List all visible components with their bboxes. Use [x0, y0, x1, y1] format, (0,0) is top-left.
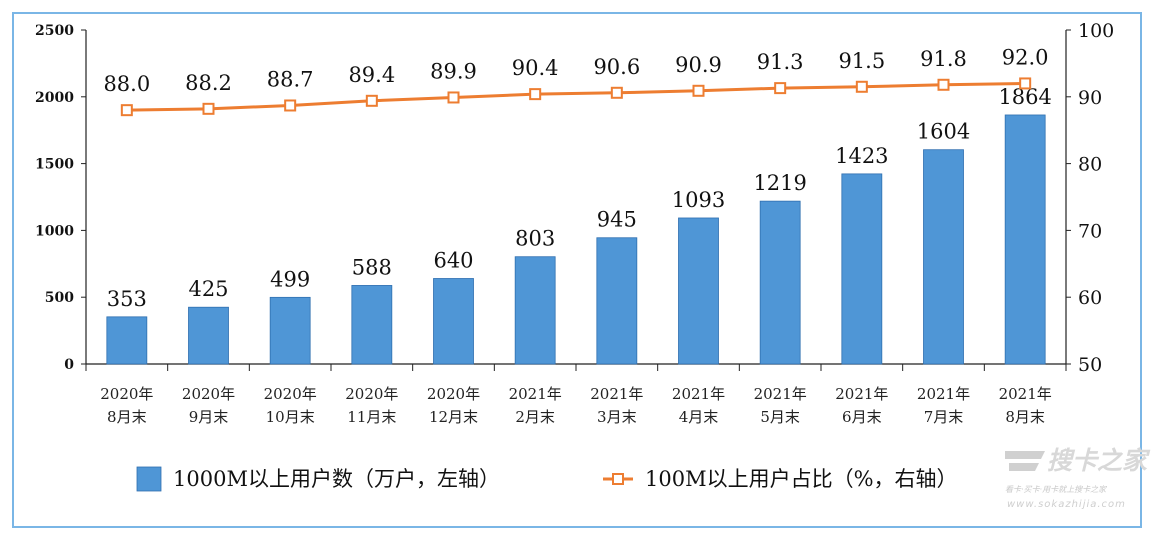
line-data-label: 88.0 [103, 72, 150, 96]
watermark: 搜卡之家 看卡·买卡·用卡就上搜卡之家 www.sokazhijia.com [1005, 446, 1151, 510]
x-tick-label: 8月末 [1005, 408, 1045, 426]
bar-data-label: 1423 [835, 144, 888, 168]
line-data-label: 90.9 [675, 53, 722, 77]
legend-bar-label: 1000M以上用户数（万户，左轴） [173, 467, 500, 491]
line-marker [284, 99, 297, 112]
bar [514, 256, 556, 365]
y-left-tick-label: 0 [64, 357, 74, 373]
x-tick-label: 2020年 [427, 385, 480, 403]
x-tick-label: 10月末 [266, 408, 315, 426]
y-right-tick-label: 70 [1078, 220, 1102, 242]
x-tick-label: 2021年 [754, 385, 807, 403]
line-marker [855, 80, 868, 93]
bar [841, 173, 883, 365]
x-tick-label: 8月末 [107, 408, 147, 426]
y-left-tick-label: 2500 [35, 23, 74, 39]
x-tick-label: 7月末 [924, 408, 964, 426]
bar [433, 278, 474, 365]
line-data-label: 88.2 [185, 71, 232, 95]
watermark-url: www.sokazhijia.com [1007, 499, 1126, 510]
x-tick-label: 9月末 [189, 408, 229, 426]
bar-data-label: 588 [352, 255, 392, 279]
bar-data-label: 1219 [753, 171, 806, 195]
x-tick-label: 2021年 [999, 385, 1052, 403]
x-tick-label: 4月末 [679, 408, 719, 426]
line-data-label: 92.0 [1002, 45, 1049, 69]
line-data-label: 88.7 [267, 67, 314, 91]
watermark-logo-icon [1005, 451, 1045, 471]
y-right-tick-label: 100 [1078, 20, 1114, 42]
line-marker [692, 84, 705, 97]
x-tick-label: 2020年 [264, 385, 317, 403]
x-tick-label: 2月末 [515, 408, 555, 426]
bar-data-label: 640 [433, 248, 473, 272]
bar [269, 296, 311, 365]
bar [1004, 114, 1046, 365]
bar [923, 149, 964, 365]
x-tick-label: 2021年 [835, 385, 888, 403]
line-marker [937, 78, 950, 91]
x-tick-label: 2020年 [100, 385, 153, 403]
bar-data-label: 425 [188, 277, 228, 301]
bar [188, 306, 229, 365]
bar-series: 353 425 499 588 6408039451093121914231604186… [106, 85, 1052, 365]
line-data-label: 89.4 [348, 63, 395, 87]
line-data-label: 91.5 [838, 49, 885, 73]
line-marker [447, 91, 460, 104]
bar-data-label: 353 [107, 287, 147, 311]
bar-data-label: 499 [270, 267, 310, 291]
line-series: 88.0 88.2 88.7 89.4 89.9 90.4 90.6 90.9 91.3 91.5… [103, 45, 1049, 117]
line-marker [202, 102, 215, 115]
bar-data-label: 803 [515, 227, 555, 251]
x-tick-label: 2021年 [590, 385, 643, 403]
line-marker [774, 82, 787, 95]
bar [759, 200, 801, 365]
line-path [126, 81, 1026, 112]
y-left-tick-label: 1000 [35, 223, 74, 239]
bar-data-label: 1093 [672, 188, 725, 212]
y-right-tick-label: 80 [1078, 154, 1102, 176]
line-marker [529, 88, 542, 101]
x-tick-label: 12月末 [429, 408, 478, 426]
watermark-slogan: 看卡·买卡·用卡就上搜卡之家 [1005, 485, 1107, 494]
y-left-tick-label: 1500 [35, 157, 74, 173]
line-data-label: 90.4 [512, 56, 559, 80]
chart-frame [12, 12, 1142, 528]
line-marker [1019, 77, 1032, 90]
y-right-tick-label: 60 [1078, 287, 1102, 309]
x-tick-label: 2020年 [345, 385, 398, 403]
watermark-logo-text: 搜卡之家 [1047, 446, 1151, 475]
legend-line-marker [612, 473, 624, 485]
x-tick-label: 11月末 [347, 408, 396, 426]
bar-data-label: 945 [597, 208, 637, 232]
y-right-tick-label: 50 [1078, 354, 1102, 376]
bar [106, 316, 148, 365]
y-right-tick-label: 90 [1078, 87, 1102, 109]
legend: 1000M以上用户数（万户，左轴） 100M以上用户占比（%，右轴） [136, 466, 958, 492]
line-marker [610, 86, 623, 99]
x-tick-label: 3月末 [597, 408, 637, 426]
y-left-tick-label: 2000 [35, 90, 74, 106]
bar [596, 237, 638, 365]
line-data-label: 89.9 [430, 59, 477, 83]
legend-bar-swatch [136, 466, 162, 492]
bar-data-label: 1604 [917, 120, 970, 144]
line-marker [120, 104, 133, 117]
x-tick-label: 5月末 [760, 408, 800, 426]
axes: 0 500 1000 1500 2000 2500 50 60 70 80 90 100 2020年 8月… [35, 20, 1114, 426]
line-data-label: 91.3 [757, 50, 804, 74]
x-tick-label: 2021年 [509, 385, 562, 403]
x-tick-label: 2021年 [917, 385, 970, 403]
bar [678, 217, 719, 365]
line-data-label: 91.8 [920, 47, 967, 71]
x-tick-label: 2020年 [182, 385, 235, 403]
bar [351, 285, 393, 365]
legend-line-label: 100M以上用户占比（%，右轴） [645, 467, 958, 491]
x-tick-label: 2021年 [672, 385, 725, 403]
line-marker [365, 94, 378, 107]
x-tick-label: 6月末 [842, 408, 882, 426]
line-data-label: 90.6 [593, 55, 640, 79]
y-left-tick-label: 500 [45, 290, 74, 306]
